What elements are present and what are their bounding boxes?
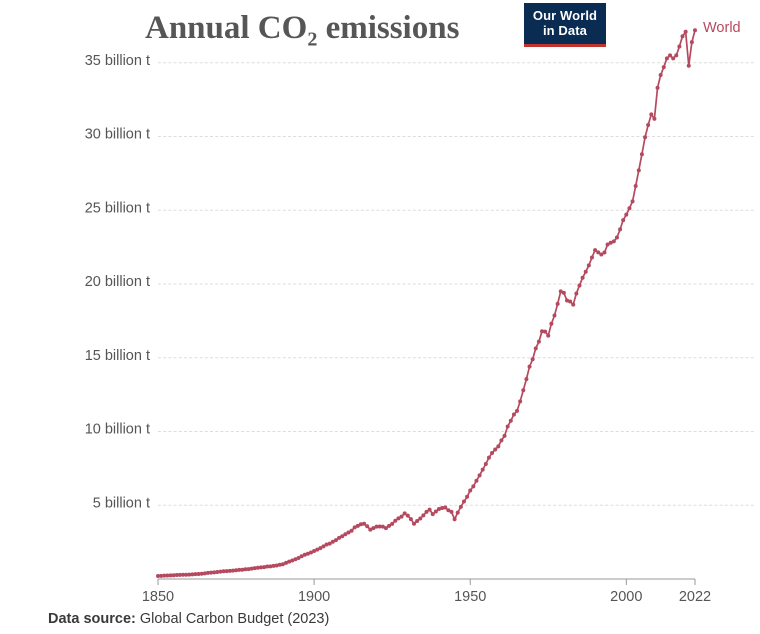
svg-text:35 billion t: 35 billion t (85, 53, 150, 69)
svg-text:1900: 1900 (298, 589, 330, 605)
svg-text:25 billion t: 25 billion t (85, 200, 150, 216)
svg-text:2000: 2000 (610, 589, 642, 605)
svg-text:5 billion t: 5 billion t (93, 495, 150, 511)
svg-text:15 billion t: 15 billion t (85, 348, 150, 364)
svg-text:20 billion t: 20 billion t (85, 274, 150, 290)
svg-text:1850: 1850 (142, 589, 174, 605)
svg-text:1950: 1950 (454, 589, 486, 605)
svg-text:30 billion t: 30 billion t (85, 127, 150, 143)
svg-text:World: World (703, 20, 741, 36)
svg-text:2022: 2022 (679, 589, 711, 605)
svg-text:10 billion t: 10 billion t (85, 422, 150, 438)
